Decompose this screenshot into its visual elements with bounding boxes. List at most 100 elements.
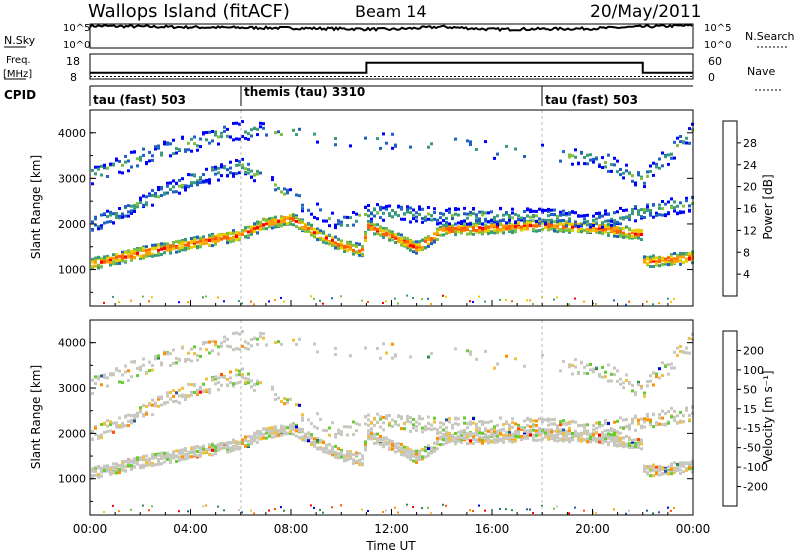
- power-cell: [109, 258, 112, 262]
- power-cell: [337, 244, 340, 248]
- velocity-cell: [565, 421, 568, 425]
- velocity-cell: [658, 376, 661, 380]
- power-cell: [433, 217, 436, 221]
- velocity-cell: [634, 414, 637, 418]
- power-cell: [436, 222, 439, 226]
- velocity-cell: [376, 412, 379, 416]
- velocity-cell: [199, 390, 202, 394]
- velocity-colorbar-tick-label: 200: [743, 344, 764, 357]
- power-cell: [529, 219, 532, 223]
- velocity-cell: [400, 453, 403, 456]
- power-cell: [628, 234, 631, 238]
- power-cell: [178, 178, 181, 182]
- velocity-cell: [508, 439, 511, 443]
- velocity-cell: [373, 423, 376, 427]
- power-cell: [166, 242, 169, 246]
- power-cell: [121, 250, 124, 254]
- power-cell: [388, 233, 391, 237]
- nave-label: Nave: [747, 65, 775, 78]
- velocity-cell: [649, 418, 652, 422]
- power-cell: [475, 224, 478, 228]
- velocity-cell: [478, 440, 481, 444]
- velocity-cell: [622, 441, 625, 444]
- power-cell: [322, 302, 324, 305]
- power-cell: [181, 183, 184, 187]
- velocity-cell: [136, 461, 139, 465]
- velocity-cell: [568, 426, 571, 430]
- power-cell: [427, 212, 430, 216]
- power-cell: [427, 297, 429, 300]
- power-cell: [187, 301, 189, 304]
- power-cell: [496, 225, 499, 229]
- velocity-cell: [193, 345, 196, 349]
- power-cell: [622, 217, 625, 221]
- velocity-cell: [199, 448, 202, 452]
- velocity-cell: [193, 352, 196, 356]
- power-cell: [106, 220, 109, 224]
- power-cell: [640, 177, 643, 180]
- velocity-cell: [511, 432, 514, 436]
- velocity-cell: [493, 433, 496, 437]
- velocity-cell: [547, 419, 550, 423]
- power-cell: [292, 216, 295, 220]
- power-cell: [517, 214, 520, 218]
- power-cell: [157, 144, 160, 148]
- power-cell: [376, 203, 379, 207]
- velocity-cell: [541, 504, 543, 507]
- velocity-cell: [349, 450, 352, 454]
- power-cell: [394, 297, 396, 300]
- velocity-cell: [151, 505, 153, 508]
- power-cell: [103, 163, 106, 167]
- power-cell: [139, 247, 142, 250]
- power-cell: [298, 194, 301, 198]
- power-cell: [313, 227, 316, 231]
- power-cell: [292, 128, 295, 132]
- velocity-cell: [196, 388, 199, 392]
- velocity-cell: [673, 461, 676, 465]
- velocity-cell: [166, 394, 169, 398]
- power-cell: [583, 162, 586, 166]
- velocity-cell: [151, 364, 154, 368]
- power-cell: [502, 213, 505, 217]
- velocity-cell: [223, 509, 225, 512]
- velocity-cell: [412, 459, 415, 463]
- power-cell: [499, 206, 502, 210]
- power-cell: [589, 158, 592, 162]
- power-cell: [160, 151, 163, 155]
- velocity-cell: [652, 463, 655, 467]
- power-cell: [109, 220, 112, 224]
- power-cell: [376, 227, 379, 231]
- velocity-cell: [616, 369, 619, 373]
- velocity-cell: [109, 420, 112, 424]
- power-cell: [394, 235, 397, 239]
- power-cell: [367, 208, 370, 212]
- power-cell: [409, 244, 412, 248]
- power-cell: [346, 249, 349, 253]
- velocity-cell: [148, 360, 151, 364]
- power-cell: [118, 258, 121, 262]
- power-cell: [211, 130, 214, 133]
- power-cell: [250, 229, 253, 233]
- velocity-cell: [115, 421, 118, 425]
- velocity-cell: [247, 439, 250, 443]
- power-cell: [124, 154, 127, 158]
- power-cell: [562, 213, 565, 217]
- power-cell: [673, 140, 676, 144]
- power-cell: [655, 256, 658, 260]
- velocity-cell: [337, 428, 340, 432]
- power-cell: [565, 228, 568, 232]
- power-cell: [301, 219, 304, 223]
- power-cell: [562, 209, 565, 213]
- velocity-cell: [628, 436, 631, 440]
- velocity-cell: [613, 428, 616, 432]
- power-cell: [121, 259, 124, 263]
- velocity-cell: [655, 423, 658, 427]
- power-cell: [451, 224, 454, 228]
- power-cell: [163, 251, 166, 255]
- velocity-cell: [490, 419, 493, 423]
- velocity-cell: [271, 426, 274, 430]
- power-cell: [181, 177, 184, 181]
- power-cell: [526, 226, 529, 230]
- velocity-cell: [679, 420, 682, 424]
